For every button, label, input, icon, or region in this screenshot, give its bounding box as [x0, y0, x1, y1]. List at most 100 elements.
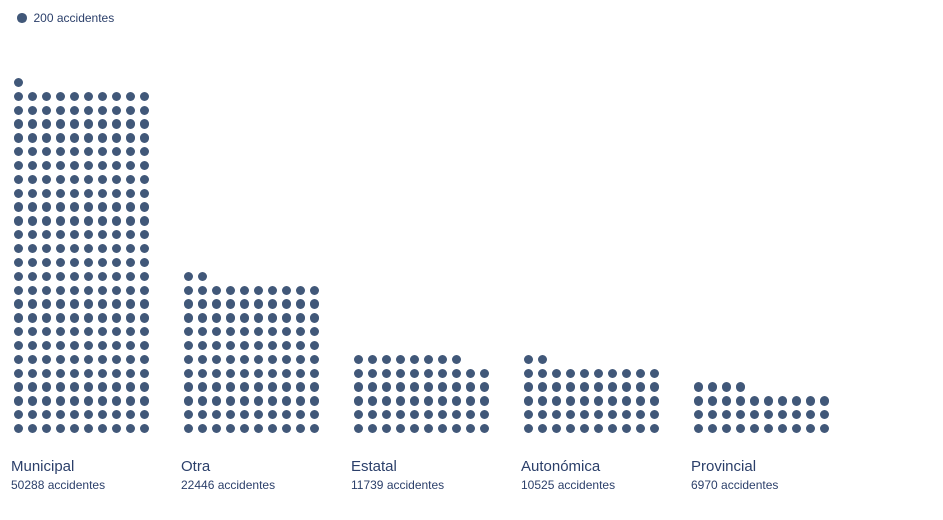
dot-cell [394, 408, 408, 422]
dot-cell [308, 311, 322, 325]
dot-cell [110, 380, 124, 394]
dot-cell [12, 408, 26, 422]
dot-cell [436, 380, 450, 394]
dot-cell [68, 228, 82, 242]
dot-cell [536, 380, 550, 394]
dot-icon [211, 354, 222, 365]
dot-cell [82, 366, 96, 380]
dot-icon [565, 382, 576, 392]
dot-cell [40, 145, 54, 159]
dot-icon [721, 396, 732, 406]
dot-cell [478, 366, 492, 380]
dot-cell [68, 269, 82, 283]
dot-icon [197, 382, 208, 392]
dot-icon [41, 423, 52, 434]
dot-cell [54, 145, 68, 159]
dot-icon [451, 396, 462, 406]
dot-cell [266, 422, 280, 436]
dot-cell [12, 131, 26, 145]
dot-cell [68, 339, 82, 353]
dot-icon [395, 354, 406, 365]
dot-icon [111, 188, 122, 198]
dot-cell [550, 408, 564, 422]
dot-cell [450, 394, 464, 408]
dot-cell [54, 89, 68, 103]
dot-cell [352, 352, 366, 366]
dot-icon [225, 396, 236, 406]
dot-icon [721, 410, 732, 420]
dot-icon [777, 410, 788, 420]
dot-cell [138, 339, 152, 353]
dot-icon [721, 382, 732, 392]
dot-icon [239, 368, 250, 378]
dot-icon [183, 423, 194, 434]
dot-cell [82, 422, 96, 436]
dot-cell [464, 380, 478, 394]
dot-cell [54, 117, 68, 131]
dot-cell [68, 297, 82, 311]
dot-cell [124, 214, 138, 228]
dot-cell [40, 173, 54, 187]
dot-icon [97, 396, 108, 406]
dot-cell [366, 422, 380, 436]
dot-cell [522, 380, 536, 394]
dot-cell [578, 394, 592, 408]
dot-icon [395, 423, 406, 434]
dot-icon [465, 410, 476, 420]
dot-cell [252, 297, 266, 311]
dot-icon [777, 423, 788, 434]
dot-icon [253, 410, 264, 420]
dot-cell [12, 242, 26, 256]
dot-icon [97, 354, 108, 365]
dot-icon [55, 340, 66, 351]
dot-icon [139, 105, 150, 115]
dot-icon [565, 410, 576, 420]
dot-cell [380, 380, 394, 394]
dot-icon [253, 396, 264, 406]
dot-cell [96, 159, 110, 173]
dot-icon [211, 285, 222, 295]
dot-cell [110, 242, 124, 256]
dot-cell [124, 117, 138, 131]
dot-icon [111, 105, 122, 115]
dot-icon [607, 368, 618, 378]
dot-icon [55, 423, 66, 434]
dot-icon [83, 188, 94, 198]
dot-cell [692, 394, 706, 408]
dot-cell [110, 311, 124, 325]
dot-icon [183, 410, 194, 420]
dot-icon [13, 119, 24, 129]
dot-cell [308, 422, 322, 436]
dot-icon [13, 243, 24, 254]
dot-grid-estatal [352, 352, 522, 435]
dot-cell [606, 394, 620, 408]
category-column-municipal [12, 76, 182, 436]
dot-cell [550, 394, 564, 408]
dot-cell [182, 269, 196, 283]
dot-icon [139, 271, 150, 281]
dot-cell [124, 366, 138, 380]
dot-icon [55, 133, 66, 143]
dot-icon [69, 410, 80, 420]
dot-icon [55, 216, 66, 226]
dot-icon [55, 299, 66, 309]
dot-icon [381, 410, 392, 420]
dot-cell [266, 394, 280, 408]
dot-icon [649, 396, 660, 406]
dot-cell [394, 352, 408, 366]
dot-icon [707, 396, 718, 406]
dot-cell [68, 186, 82, 200]
dot-icon [125, 230, 136, 240]
dot-cell [96, 103, 110, 117]
dot-icon [41, 313, 52, 323]
dot-cell [12, 394, 26, 408]
dot-cell [294, 339, 308, 353]
dot-cell [110, 422, 124, 436]
dot-cell [68, 145, 82, 159]
dot-icon [211, 368, 222, 378]
dot-icon [565, 368, 576, 378]
dot-cell [26, 394, 40, 408]
dot-icon [593, 396, 604, 406]
dot-icon [41, 410, 52, 420]
dot-icon [367, 396, 378, 406]
